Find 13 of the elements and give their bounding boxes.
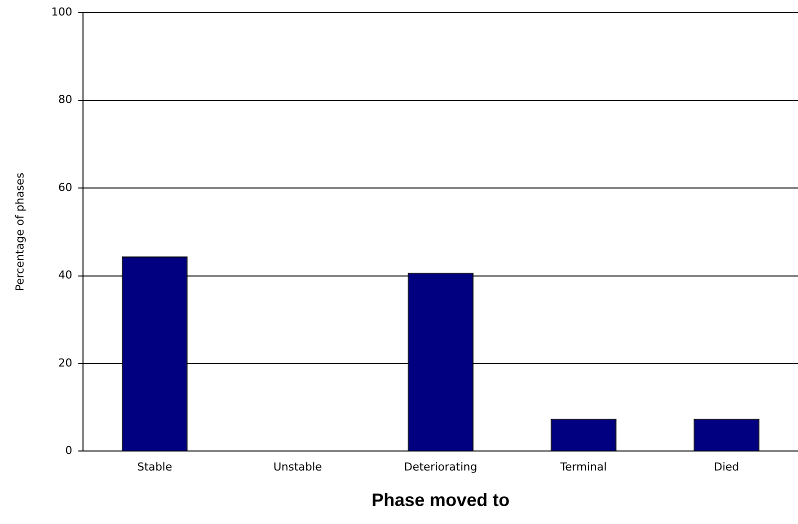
x-tick-label: Died	[714, 460, 740, 474]
y-tick-label: 0	[65, 444, 72, 458]
y-tick-label: 100	[51, 5, 72, 18]
x-axis-title: Phase moved to	[372, 490, 510, 510]
x-tick-label: Deteriorating	[404, 460, 478, 474]
y-axis-title: Percentage of phases	[13, 172, 26, 292]
y-tick-label: 80	[58, 93, 72, 106]
y-tick-label: 40	[58, 268, 72, 282]
y-tick-label: 20	[58, 356, 72, 370]
x-tick-label: Terminal	[559, 460, 607, 474]
y-tick-label: 60	[58, 180, 72, 194]
x-tick-label: Stable	[137, 460, 172, 474]
x-tick-label: Unstable	[273, 460, 322, 474]
